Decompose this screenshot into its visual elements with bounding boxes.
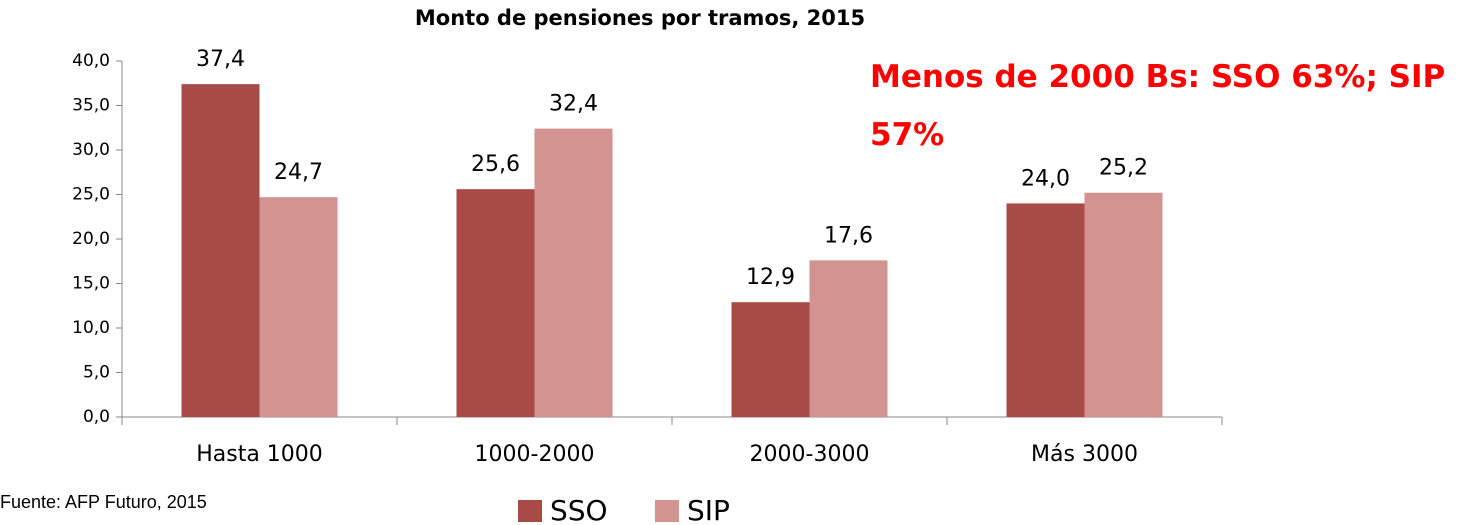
value-label: 32,4: [549, 92, 598, 117]
source: Fuente: AFP Futuro, 2015: [0, 492, 207, 512]
legend-label: SSO: [550, 494, 608, 525]
y-tick-label: 5,0: [83, 363, 110, 383]
value-label: 37,4: [196, 47, 245, 72]
y-tick-label: 25,0: [72, 185, 110, 205]
x-tick-label: 2000-3000: [750, 442, 870, 467]
bar: [809, 260, 888, 417]
x-tick-label: Más 3000: [1031, 442, 1138, 467]
value-label: 24,7: [274, 160, 323, 185]
value-label: 25,6: [471, 152, 520, 177]
y-tick-label: 30,0: [72, 140, 110, 160]
annotation: Menos de 2000 Bs: SSO 63%; SIP 57%: [870, 59, 1446, 153]
y-tick-label: 40,0: [72, 51, 110, 71]
legend-label: SIP: [687, 494, 730, 525]
y-tick-label: 0,0: [83, 407, 110, 427]
y-tick-label: 20,0: [72, 229, 110, 249]
x-tick-label: 1000-2000: [475, 442, 595, 467]
bar: [1006, 203, 1085, 417]
bar: [456, 189, 535, 417]
bar: [1084, 192, 1163, 417]
value-label: 17,6: [824, 223, 873, 248]
bar: [181, 84, 260, 417]
y-tick-label: 35,0: [72, 96, 110, 116]
value-label: 24,0: [1021, 166, 1070, 191]
value-label: 12,9: [746, 265, 795, 290]
y-tick-label: 10,0: [72, 318, 110, 338]
bar: [534, 128, 613, 417]
legend-swatch: [655, 500, 679, 522]
chart-title: Monto de pensiones por tramos, 2015: [415, 6, 865, 30]
y-tick-label: 15,0: [72, 274, 110, 294]
value-label: 25,2: [1099, 156, 1148, 181]
x-tick-label: Hasta 1000: [196, 442, 323, 467]
bar: [259, 197, 338, 417]
legend-swatch: [518, 500, 542, 522]
bar: [731, 302, 810, 417]
